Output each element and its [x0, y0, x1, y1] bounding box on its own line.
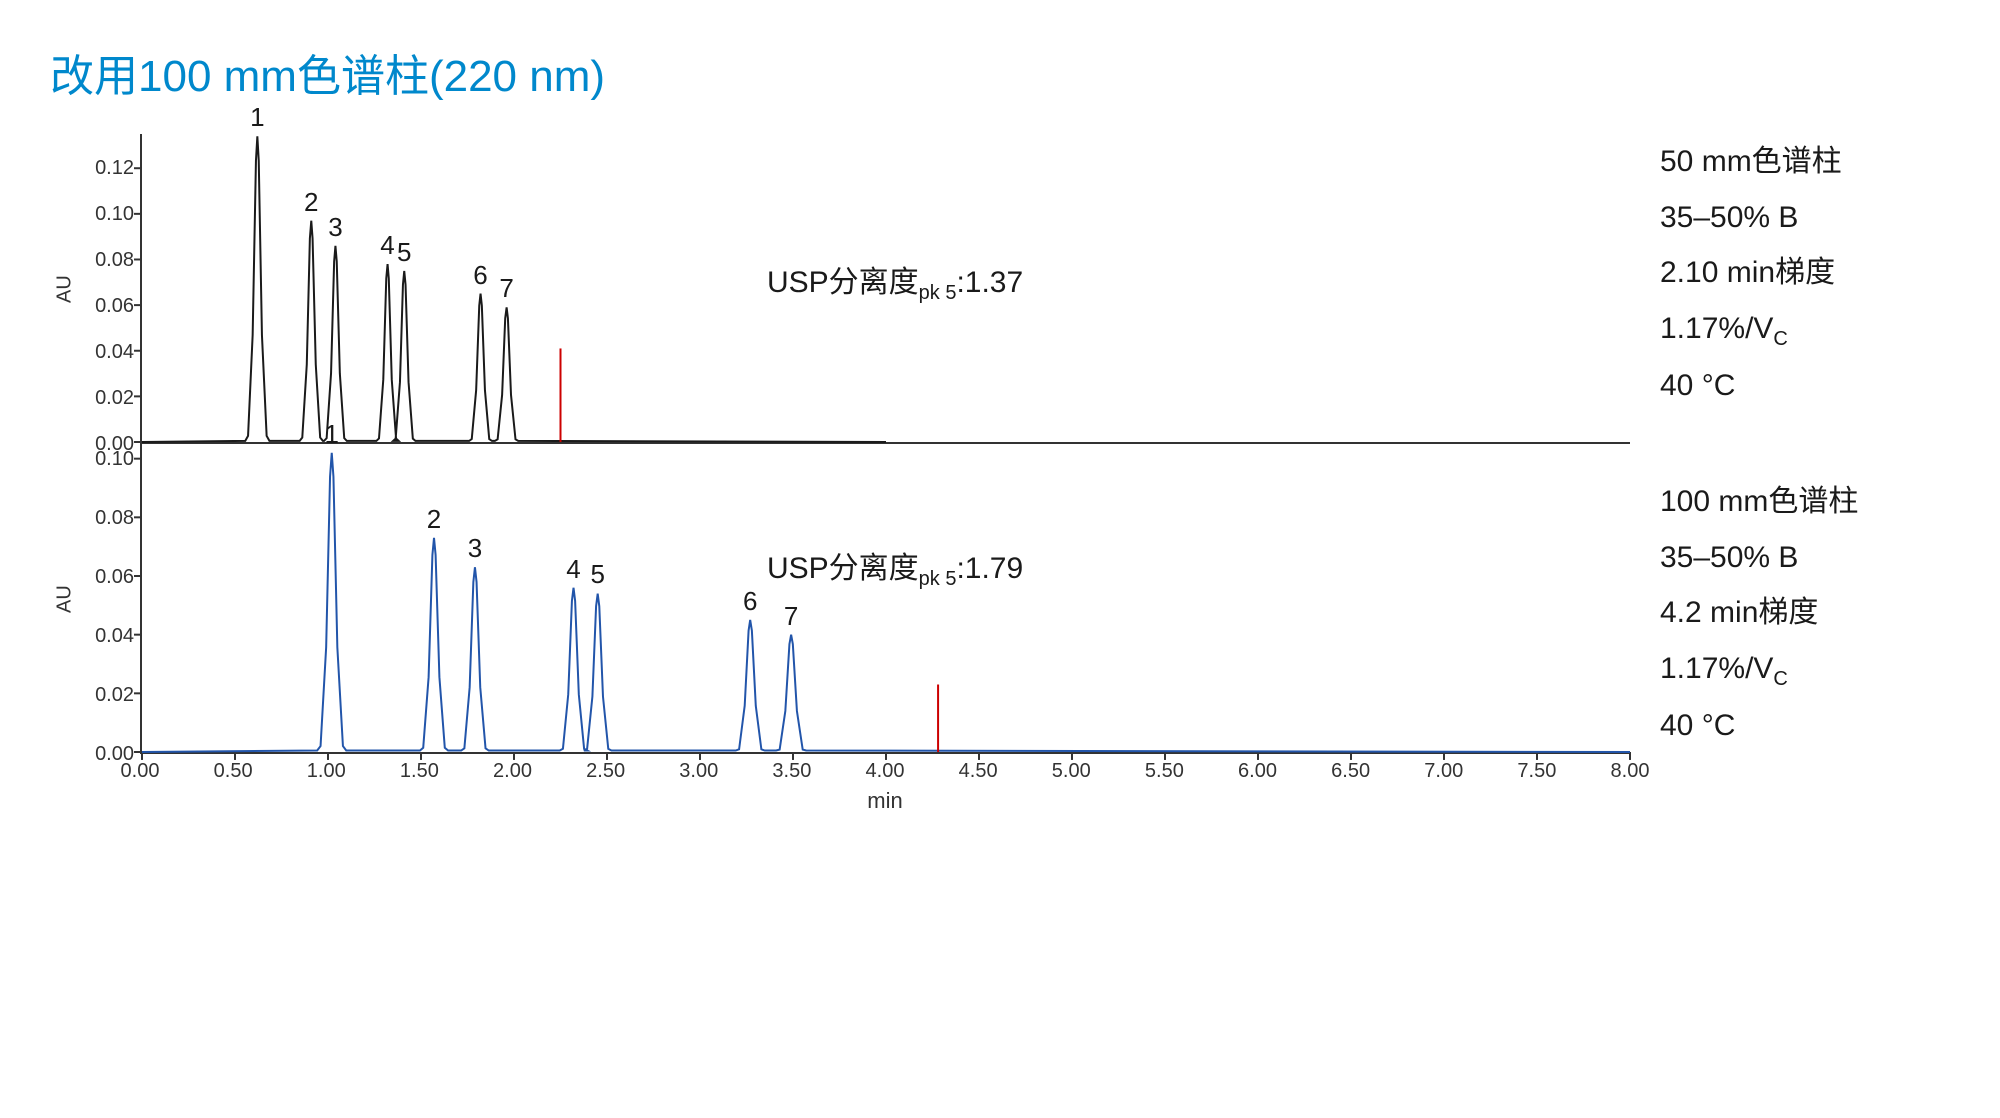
charts-column: AU0.120.100.080.060.040.020.001234567USP…: [50, 134, 1630, 814]
peak-label-1: 1: [250, 104, 264, 130]
chart-panel-bottom: AU0.100.080.060.040.020.001234567USP分离度p…: [50, 444, 1630, 754]
chromatogram-trace: [142, 453, 1630, 752]
info-line: 100 mm色谱柱: [1660, 474, 1950, 530]
y-tick-labels: 0.120.100.080.060.040.020.00: [80, 134, 140, 444]
info-line: 40 °C: [1660, 698, 1950, 754]
plot-area: 1234567USP分离度pk 5:1.79: [140, 444, 1630, 754]
chromatogram-trace: [142, 136, 886, 442]
y-axis-label: AU: [50, 134, 80, 444]
x-tick-labels: 0.000.501.001.502.002.503.003.504.004.50…: [140, 760, 1630, 784]
info-block-top: 50 mm色谱柱35–50% B2.10 min梯度1.17%/VC40 °C: [1660, 134, 1950, 474]
info-line: 35–50% B: [1660, 190, 1950, 246]
y-tick-labels: 0.100.080.060.040.020.00: [80, 444, 140, 754]
info-line: 4.2 min梯度: [1660, 585, 1950, 641]
page-title: 改用100 mm色谱柱(220 nm): [50, 40, 1950, 104]
info-line: 1.17%/VC: [1660, 641, 1950, 698]
info-line: 40 °C: [1660, 358, 1950, 414]
info-line: 1.17%/VC: [1660, 301, 1950, 358]
x-axis-label: min: [140, 788, 1630, 814]
chart-panel-top: AU0.120.100.080.060.040.020.001234567USP…: [50, 134, 1630, 444]
info-block-bottom: 100 mm色谱柱35–50% B4.2 min梯度1.17%/VC40 °C: [1660, 474, 1950, 814]
info-line: 2.10 min梯度: [1660, 245, 1950, 301]
y-axis-label: AU: [50, 444, 80, 754]
content-area: AU0.120.100.080.060.040.020.001234567USP…: [50, 134, 1950, 814]
info-line: 50 mm色谱柱: [1660, 134, 1950, 190]
info-column: 50 mm色谱柱35–50% B2.10 min梯度1.17%/VC40 °C1…: [1630, 134, 1950, 814]
info-line: 35–50% B: [1660, 530, 1950, 586]
plot-area: 1234567USP分离度pk 5:1.37: [140, 134, 1630, 444]
